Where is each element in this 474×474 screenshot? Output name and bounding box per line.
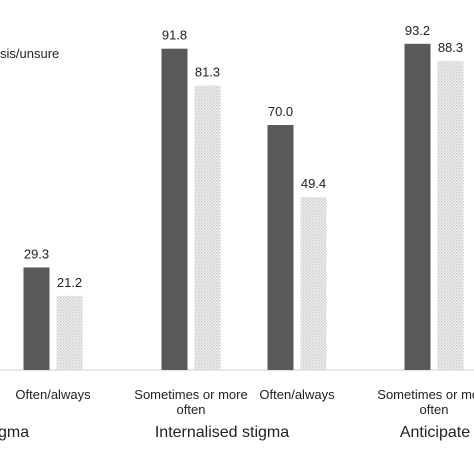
data-label-series1-3: 93.2 xyxy=(405,23,430,38)
group-label-2: Anticipate xyxy=(400,424,470,441)
data-label-series1-0: 29.3 xyxy=(24,246,49,261)
data-label-series2-3: 88.3 xyxy=(438,40,463,55)
data-label-series1-1: 91.8 xyxy=(162,28,187,43)
bar-series1-1 xyxy=(161,48,188,370)
bar-series1-2 xyxy=(267,125,294,370)
data-label-series2-1: 81.3 xyxy=(195,64,220,79)
bar-series1-3 xyxy=(404,43,431,371)
x-tick-label-1-line1: often xyxy=(177,402,206,417)
x-tick-label-1-line0: Sometimes or more xyxy=(134,387,247,402)
bar-series1-0 xyxy=(23,267,50,370)
legend-text: sis/unsure xyxy=(0,46,60,61)
group-label-1: Internalised stigma xyxy=(155,424,289,441)
bar-series2-0 xyxy=(56,295,83,370)
x-tick-label-3-line1: often xyxy=(420,402,449,417)
data-label-series1-2: 70.0 xyxy=(268,104,293,119)
data-label-series2-2: 49.4 xyxy=(301,176,326,191)
x-tick-label-2: Often/always xyxy=(259,387,335,402)
x-tick-label-3-line0: Sometimes or more xyxy=(377,387,474,402)
bar-series2-2 xyxy=(300,197,327,370)
x-tick-label-0: Often/always xyxy=(15,387,91,402)
plot-area: 29.3 21.2 Often/always 91.8 81.3 Sometimes or… xyxy=(0,23,474,441)
data-label-series2-0: 21.2 xyxy=(57,275,82,290)
group-label-0: gma xyxy=(0,424,29,441)
bar-series2-1 xyxy=(194,85,221,370)
bar-series2-3 xyxy=(437,60,464,370)
